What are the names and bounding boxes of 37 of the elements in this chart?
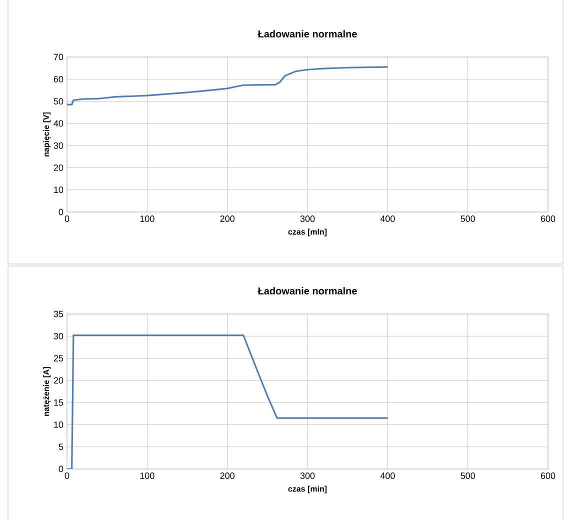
y-tick-label: 40 [54, 120, 64, 127]
y-tick-label: 5 [58, 444, 64, 450]
x-tick-label: 100 [140, 216, 154, 222]
x-tick-label: 500 [460, 216, 475, 222]
x-tick-label: 600 [540, 472, 556, 479]
x-tick-label: 100 [140, 472, 154, 479]
chart-title: Ładowanie normalne [258, 30, 357, 38]
y-axis-title: natężenie [A] [43, 367, 51, 416]
y-tick-label: 15 [54, 399, 64, 406]
chart-title: Ładowanie normalne [258, 287, 357, 294]
x-axis-title: czas [min] [288, 486, 327, 494]
x-tick-label: 300 [300, 216, 315, 222]
x-tick-label: 600 [540, 216, 556, 222]
y-axis-title: napięcie [V] [43, 112, 51, 156]
x-tick-label: 300 [300, 472, 315, 479]
x-tick-label: 400 [380, 472, 395, 479]
x-tick-label: 0 [64, 216, 70, 222]
y-tick-label: 20 [54, 164, 64, 171]
y-tick-label: 20 [54, 377, 64, 384]
y-tick-label: 30 [54, 142, 64, 149]
x-tick-label: 500 [460, 472, 475, 479]
y-tick-label: 0 [58, 466, 64, 472]
y-tick-label: 35 [54, 310, 64, 318]
line-series [67, 66, 388, 106]
y-tick-label: 10 [54, 186, 64, 194]
y-tick-label: 50 [54, 98, 64, 104]
x-tick-label: 200 [220, 216, 234, 222]
x-axis-title: czas [mln] [288, 228, 327, 236]
y-tick-label: 30 [54, 332, 64, 340]
y-tick-label: 70 [54, 54, 64, 60]
y-tick-label: 25 [54, 355, 64, 362]
y-tick-label: 60 [54, 76, 64, 82]
x-tick-label: 200 [220, 472, 234, 479]
y-tick-label: 0 [58, 208, 64, 216]
x-tick-label: 400 [380, 216, 395, 222]
y-tick-label: 10 [54, 422, 64, 428]
x-tick-label: 0 [64, 472, 70, 479]
